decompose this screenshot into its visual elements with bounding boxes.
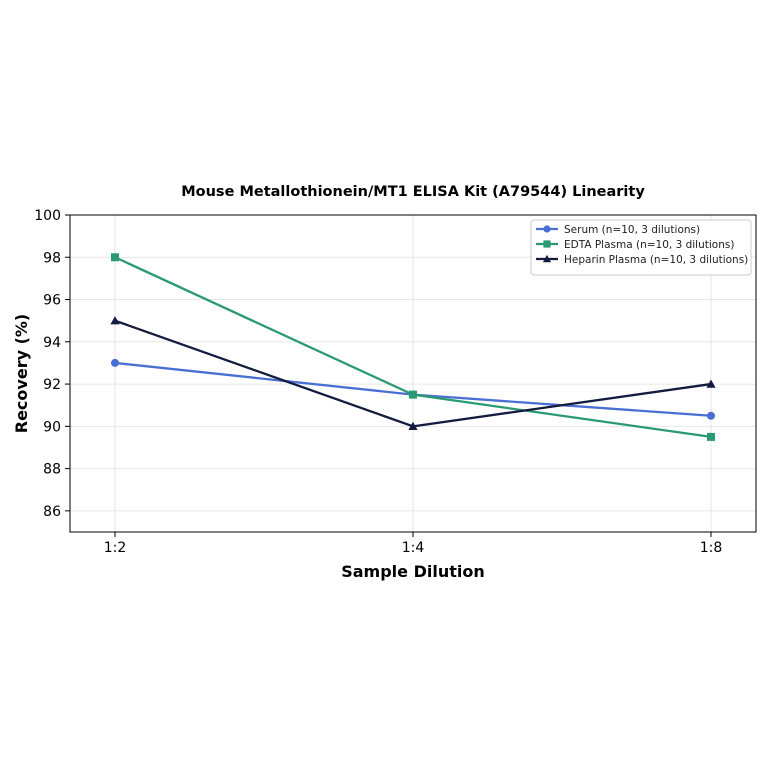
y-tick-label: 98	[43, 250, 61, 266]
x-tick-label: 1:8	[700, 540, 723, 556]
y-axis-title: Recovery (%)	[12, 314, 31, 433]
y-tick-label: 92	[43, 377, 61, 393]
legend-label: Heparin Plasma (n=10, 3 dilutions)	[564, 254, 748, 266]
y-tick-label: 90	[43, 419, 61, 435]
legend-label: EDTA Plasma (n=10, 3 dilutions)	[564, 239, 734, 251]
y-tick-label: 94	[43, 335, 61, 351]
x-tick-label: 1:2	[104, 540, 127, 556]
legend-marker	[543, 225, 550, 232]
y-tick-label: 96	[43, 293, 61, 309]
data-point	[111, 359, 119, 367]
data-point	[707, 412, 715, 420]
data-point	[110, 316, 119, 324]
y-tick-label: 100	[34, 208, 61, 224]
y-tick-label: 86	[43, 504, 61, 520]
legend-item: EDTA Plasma (n=10, 3 dilutions)	[536, 239, 734, 251]
chart-title: Mouse Metallothionein/MT1 ELISA Kit (A79…	[181, 184, 645, 200]
legend-marker	[543, 240, 550, 247]
data-point	[111, 253, 119, 261]
y-tick-label: 88	[43, 462, 61, 478]
legend-label: Serum (n=10, 3 dilutions)	[564, 224, 700, 236]
data-point	[707, 433, 715, 441]
x-tick-label: 1:4	[402, 540, 425, 556]
x-axis-title: Sample Dilution	[341, 562, 485, 581]
legend: Serum (n=10, 3 dilutions) EDTA Plasma (n=…	[531, 220, 751, 275]
data-point	[409, 391, 417, 399]
legend-item: Heparin Plasma (n=10, 3 dilutions)	[536, 254, 748, 266]
